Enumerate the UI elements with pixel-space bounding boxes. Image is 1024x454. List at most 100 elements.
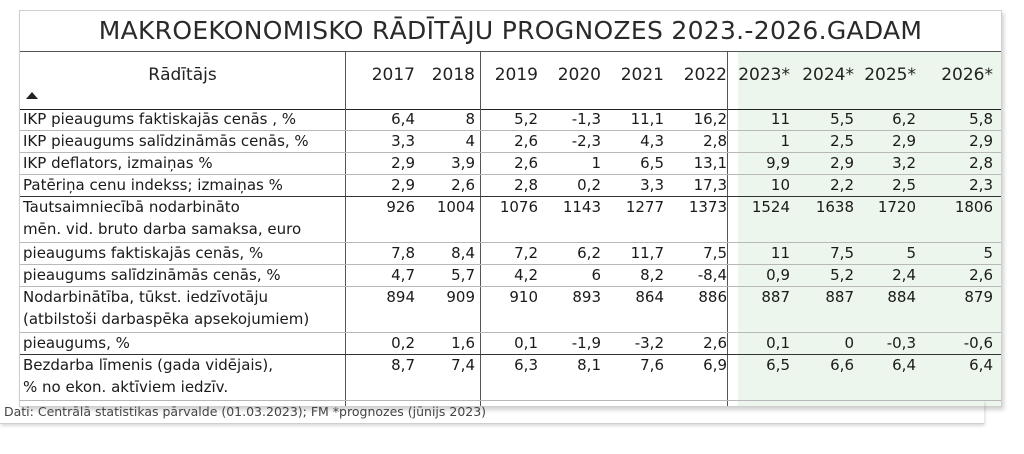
column-divider	[480, 51, 481, 406]
cell-2025-forecast: 1720	[877, 198, 916, 216]
cell-2019: 7,2	[514, 244, 538, 262]
table-row: pieaugums, % 0,2 1,6 0,1 -1,9 -3,2 2,6 0,1 0 -0,3…	[20, 332, 1001, 355]
table-row: Patēriņa cenu indekss; izmaiņas % 2,9 2,6 2…	[20, 174, 1001, 197]
cell-2020: -1,9	[571, 334, 601, 352]
header-label-text: Rādītājs	[148, 65, 217, 85]
header-label[interactable]: Rādītājs	[20, 52, 345, 109]
cell-2022: 1373	[688, 198, 727, 216]
cell-2024-forecast: 887	[825, 288, 854, 306]
cell-2026-forecast: 5,8	[969, 110, 993, 128]
cell-2025-forecast: 6,4	[892, 356, 916, 374]
source-footer: Dati: Centrālā statistikas pārvalde (01.…	[0, 400, 984, 424]
forecast-table-card: MAKROEKONOMISKO RĀDĪTĀJU PROGNOZES 2023.…	[19, 10, 1002, 407]
cell-2019: 1076	[499, 198, 538, 216]
header-year-2018[interactable]: 2018	[431, 65, 475, 85]
cell-2020: 6	[591, 266, 601, 284]
cell-2017: 2,9	[391, 176, 415, 194]
row-label: IKP pieaugums salīdzināmās cenās, %	[23, 132, 309, 150]
cell-2021: 1277	[625, 198, 664, 216]
sort-ascending-icon[interactable]	[26, 92, 38, 99]
header-year-2023-forecast[interactable]: 2023*	[738, 65, 790, 85]
row-label: mēn. vid. bruto darba samaksa, euro	[23, 220, 302, 238]
row-label: pieaugums salīdzināmās cenās, %	[23, 266, 281, 284]
table-row: Bezdarba līmenis (gada vidējais), % no ek…	[20, 354, 1001, 401]
cell-2020: 0,2	[577, 176, 601, 194]
cell-2026-forecast: 5	[983, 244, 993, 262]
row-label: (atbilstoši darbaspēka apsekojumiem)	[23, 310, 310, 328]
header-year-2021[interactable]: 2021	[620, 65, 664, 85]
cell-2020: 6,2	[577, 244, 601, 262]
header-year-2026-forecast[interactable]: 2026*	[941, 65, 993, 85]
row-label: Patēriņa cenu indekss; izmaiņas %	[23, 176, 283, 194]
cell-2023-forecast: 11	[770, 244, 790, 262]
row-label: Tautsaimniecībā nodarbināto	[23, 198, 240, 216]
cell-2023-forecast: 9,9	[766, 154, 790, 172]
table-header: Rādītājs 2017 2018 2019 2020 2021 2022 2023* 20…	[20, 51, 1001, 110]
cell-2026-forecast: 6,4	[969, 356, 993, 374]
cell-2017: 6,4	[391, 110, 415, 128]
cell-2025-forecast: 3,2	[892, 154, 916, 172]
cell-2024-forecast: 2,2	[830, 176, 854, 194]
cell-2023-forecast: 0,9	[766, 266, 790, 284]
column-divider	[345, 51, 346, 406]
cell-2017: 894	[386, 288, 415, 306]
table-row: pieaugums salīdzināmās cenās, % 4,7 5,7 4,2…	[20, 264, 1001, 287]
cell-2022: 886	[698, 288, 727, 306]
cell-2025-forecast: 2,4	[892, 266, 916, 284]
cell-2020: -2,3	[571, 132, 601, 150]
forecast-highlight	[738, 51, 1001, 406]
table-row: IKP pieaugums salīdzināmās cenās, % 3,3 4 2…	[20, 130, 1001, 153]
cell-2023-forecast: 1	[780, 132, 790, 150]
cell-2022: 7,5	[703, 244, 727, 262]
header-year-2019[interactable]: 2019	[494, 65, 538, 85]
cell-2019: 6,3	[514, 356, 538, 374]
cell-2024-forecast: 6,6	[830, 356, 854, 374]
cell-2018: 2,6	[451, 176, 475, 194]
cell-2023-forecast: 10	[770, 176, 790, 194]
cell-2019: 910	[509, 288, 538, 306]
cell-2018: 909	[446, 288, 475, 306]
cell-2026-forecast: 2,8	[969, 154, 993, 172]
cell-2022: 2,8	[703, 132, 727, 150]
cell-2026-forecast: 2,3	[969, 176, 993, 194]
cell-2022: 13,1	[693, 154, 727, 172]
cell-2024-forecast: 5,2	[830, 266, 854, 284]
cell-2018: 4	[465, 132, 475, 150]
cell-2025-forecast: 2,5	[892, 176, 916, 194]
cell-2018: 1,6	[451, 334, 475, 352]
row-label: IKP deflators, izmaiņas %	[23, 154, 213, 172]
cell-2020: 1	[591, 154, 601, 172]
cell-2026-forecast: 879	[964, 288, 993, 306]
row-label: Nodarbinātība, tūkst. iedzīvotāju	[23, 288, 269, 306]
table-row: Tautsaimniecībā nodarbināto mēn. vid. bru…	[20, 196, 1001, 243]
cell-2018: 7,4	[451, 356, 475, 374]
cell-2019: 2,6	[514, 154, 538, 172]
cell-2019: 2,6	[514, 132, 538, 150]
cell-2021: 3,3	[640, 176, 664, 194]
table-row: pieaugums faktiskajās cenās, % 7,8 8,4 7,2 6…	[20, 242, 1001, 265]
cell-2022: 2,6	[703, 334, 727, 352]
cell-2024-forecast: 2,9	[830, 154, 854, 172]
header-year-2022[interactable]: 2022	[683, 65, 727, 85]
header-year-2020[interactable]: 2020	[557, 65, 601, 85]
header-year-2025-forecast[interactable]: 2025*	[864, 65, 916, 85]
cell-2023-forecast: 1524	[751, 198, 790, 216]
cell-2019: 4,2	[514, 266, 538, 284]
table-row: Nodarbinātība, tūkst. iedzīvotāju (atbils…	[20, 286, 1001, 333]
cell-2022: 6,9	[703, 356, 727, 374]
cell-2020: 893	[572, 288, 601, 306]
header-year-2017[interactable]: 2017	[371, 65, 415, 85]
cell-2022: 17,3	[693, 176, 727, 194]
cell-2024-forecast: 1638	[815, 198, 854, 216]
cell-2022: 16,2	[693, 110, 727, 128]
row-label: % no ekon. aktīviem iedzīv.	[23, 378, 229, 396]
cell-2023-forecast: 0,1	[766, 334, 790, 352]
cell-2023-forecast: 11	[770, 110, 790, 128]
row-label: pieaugums, %	[23, 334, 130, 352]
cell-2021: 864	[635, 288, 664, 306]
cell-2021: 7,6	[640, 356, 664, 374]
header-year-2024-forecast[interactable]: 2024*	[802, 65, 854, 85]
cell-2026-forecast: -0,6	[963, 334, 993, 352]
cell-2017: 7,8	[391, 244, 415, 262]
table-row: IKP pieaugums faktiskajās cenās , % 6,4 8 5…	[20, 108, 1001, 131]
